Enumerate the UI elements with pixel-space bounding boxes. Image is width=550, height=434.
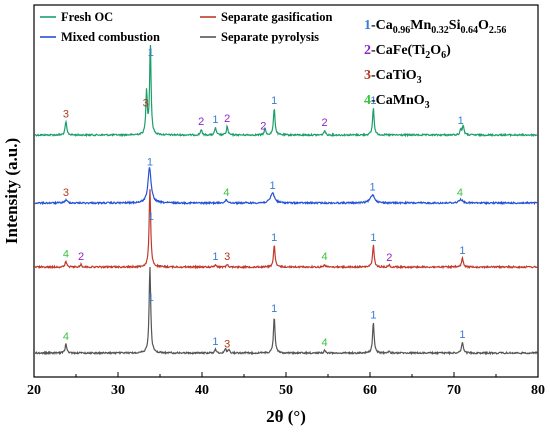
legend-label: Separate gasification (221, 10, 332, 24)
series-line-separate-gasification (34, 189, 538, 270)
phase-formula-subscript: 2.56 (489, 25, 507, 36)
peak-label: 3 (224, 251, 230, 263)
phase-legend-entry: 3-CaTiO3​ (364, 68, 422, 86)
peak-label: 2 (260, 120, 266, 132)
phase-number: 1 (364, 18, 371, 33)
x-tick-label: 30 (111, 383, 125, 398)
peak-label: 3 (143, 97, 149, 109)
phase-formula-subscript: 0.96 (393, 25, 411, 36)
phase-formula-part: CaTiO (376, 68, 417, 83)
x-tick-label: 80 (531, 383, 545, 398)
phase-formula-subscript: 0.64 (460, 25, 478, 36)
phase-formula-part: Mn (410, 18, 431, 33)
peak-label: 1 (370, 95, 376, 107)
phase-legend-entry: 1-Ca0.96​Mn0.32​Si0.64​O2.56​ (364, 18, 506, 36)
phase-formula-subscript: 2 (425, 50, 430, 61)
peak-label: 4 (63, 331, 69, 343)
phase-formula-subscript: 6 (441, 50, 446, 61)
peak-label: 1 (271, 303, 277, 315)
peak-label: 1 (270, 180, 276, 192)
peak-label: 2 (386, 252, 392, 264)
peak-label: 1 (212, 336, 218, 348)
series-line-separate-pyrolysis (34, 266, 538, 356)
phase-formula-part: ) (446, 43, 451, 58)
phase-formula-subscript: 3 (417, 75, 422, 86)
peak-label: 1 (459, 329, 465, 341)
legend-label: Mixed combustion (61, 30, 160, 44)
x-axis-title: 2θ (°) (266, 407, 306, 426)
phase-separator: - (371, 43, 376, 58)
phase-formula-subscript: 3 (425, 100, 430, 111)
peak-label: 4 (63, 249, 69, 261)
peak-label: 1 (271, 95, 277, 107)
peak-label: 1 (369, 182, 375, 194)
phase-legend: 1-Ca0.96​Mn0.32​Si0.64​O2.56​ 2-CaFe(Ti2​… (364, 18, 506, 111)
peak-label: 4 (322, 251, 328, 263)
phase-legend-entry: 4-CaMnO3​ (364, 93, 430, 111)
peak-label: 3 (63, 109, 69, 121)
x-tick-label: 50 (279, 383, 293, 398)
phase-formula-subscript: 0.32 (431, 25, 449, 36)
peak-label: 3 (63, 187, 69, 199)
peak-label: 1 (212, 251, 218, 263)
peak-label: 1 (148, 47, 154, 59)
x-tick-label: 70 (447, 383, 461, 398)
peak-label: 2 (224, 113, 230, 125)
phase-formula-part: Si (449, 18, 461, 33)
peak-label: 1 (147, 157, 153, 169)
peak-label: 3 (224, 338, 230, 350)
series-layer (34, 44, 538, 356)
phase-number: 4 (364, 93, 371, 108)
phase-number: 2 (364, 43, 371, 58)
phase-separator: - (371, 18, 376, 33)
legend-label: Separate pyrolysis (221, 30, 319, 44)
peak-label: 1 (370, 310, 376, 322)
phase-separator: - (371, 93, 376, 108)
phase-formula-part: CaFe(Ti (376, 43, 426, 58)
phase-formula-part: CaMnO (376, 93, 425, 108)
y-axis-title: Intensity (a.u.) (2, 138, 21, 244)
x-axis: 20 30 40 50 60 70 80 (27, 372, 545, 398)
peak-label: 4 (322, 337, 328, 349)
phase-formula-part: O (478, 18, 489, 33)
peak-label: 2 (322, 117, 328, 129)
peak-label: 1 (459, 245, 465, 257)
peak-label: 1 (458, 115, 464, 127)
phase-formula-part: O (430, 43, 441, 58)
phase-legend-entry: 2-CaFe(Ti2​O6​) (364, 43, 451, 61)
phase-separator: - (371, 68, 376, 83)
peak-label: 2 (198, 116, 204, 128)
peak-label: 1 (148, 211, 154, 223)
peak-label: 1 (370, 232, 376, 244)
x-tick-label: 40 (195, 383, 209, 398)
peak-label: 1 (212, 114, 218, 126)
phase-formula-part: Ca (376, 18, 393, 33)
peak-label: 2 (78, 251, 84, 263)
peak-label: 1 (148, 292, 154, 304)
peak-label: 1 (271, 232, 277, 244)
series-line-mixed-combustion (34, 167, 538, 206)
x-tick-label: 20 (27, 383, 41, 398)
peak-label: 4 (457, 187, 463, 199)
series-line-fresh-oc (34, 44, 538, 138)
legend: Fresh OC Separate gasification Mixed combu… (40, 10, 332, 44)
peak-label: 4 (223, 187, 229, 199)
legend-label: Fresh OC (61, 10, 113, 24)
phase-number: 3 (364, 68, 371, 83)
x-tick-label: 60 (363, 383, 377, 398)
